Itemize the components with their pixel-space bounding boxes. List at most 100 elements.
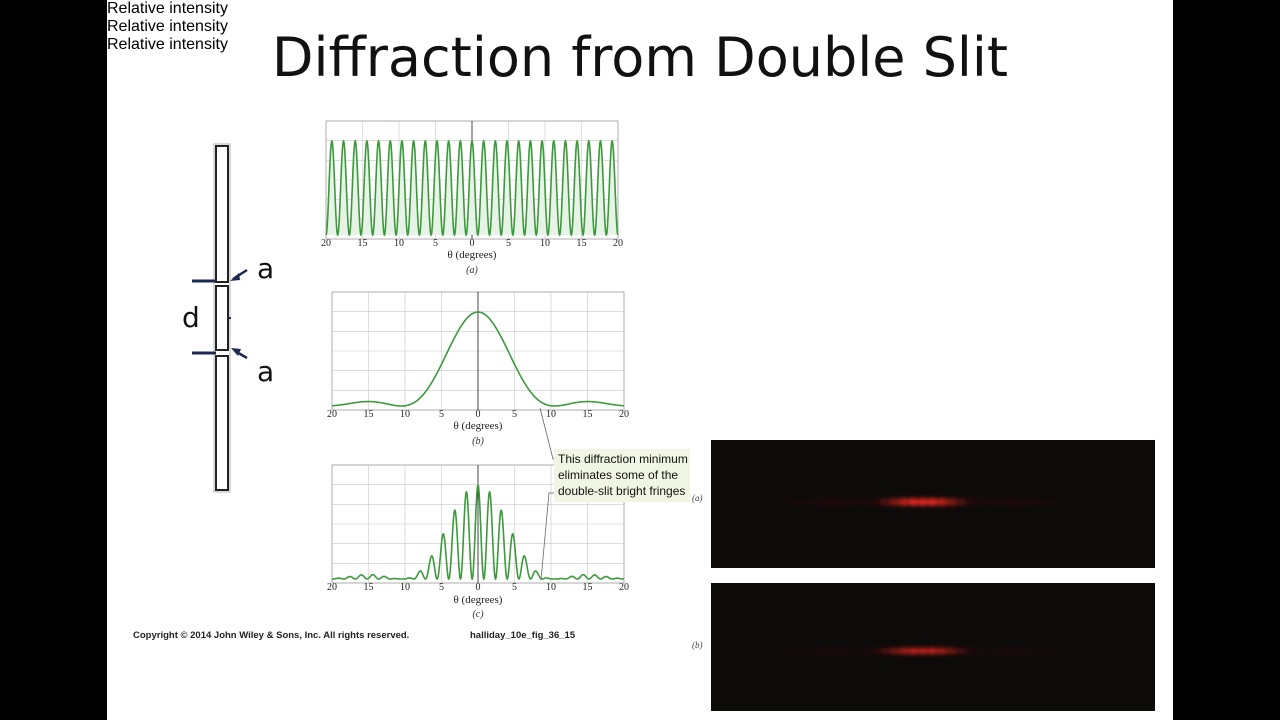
plot-c-ylabel: Relative intensity: [107, 36, 228, 53]
plot-b-xlabel: θ (degrees): [453, 420, 503, 432]
bright-fringe: [841, 498, 853, 506]
x-tick-label: 5: [439, 409, 444, 420]
bright-fringe: [841, 648, 853, 654]
bright-fringe: [974, 648, 986, 654]
bright-fringe: [993, 498, 1005, 506]
bright-fringe: [832, 498, 843, 506]
bright-fringe: [1012, 648, 1024, 654]
bright-fringe: [813, 498, 824, 506]
photo-b-fringe-pattern: [711, 583, 1155, 711]
x-tick-label: 20: [619, 409, 629, 420]
bright-fringe: [803, 648, 815, 654]
bright-fringe: [1022, 648, 1033, 654]
x-tick-label: 10: [546, 582, 556, 593]
barrier-top: [215, 145, 229, 283]
barrier-middle: [215, 285, 229, 351]
x-tick-label: 15: [363, 582, 374, 593]
bright-fringe: [946, 498, 957, 506]
plot-b-ylabel: Relative intensity: [107, 18, 228, 35]
plot-a-ylabel: Relative intensity: [107, 0, 228, 17]
x-tick-label: 20: [613, 238, 623, 249]
plot-c-combined-pattern: [331, 464, 625, 584]
bright-fringe: [879, 648, 891, 654]
x-tick-label: 20: [619, 582, 629, 593]
plot-a-panel-label: (a): [466, 265, 478, 276]
slide-title: Diffraction from Double Slit: [271, 26, 1009, 89]
x-tick-label: 20: [327, 409, 337, 420]
bright-fringe: [879, 498, 891, 506]
plot-b-single-slit-diffraction: [331, 291, 625, 411]
plot-a-double-slit-interference: [325, 120, 619, 240]
photo-b-label: (b): [692, 640, 703, 650]
bright-fringe: [955, 498, 967, 506]
intensity-curve: [331, 311, 625, 407]
diffraction-minimum-note: This diffraction minimum eliminates some…: [554, 449, 690, 502]
bright-fringe: [936, 648, 948, 654]
copyright-text: Copyright © 2014 John Wiley & Sons, Inc.…: [133, 630, 410, 641]
x-tick-label: 15: [363, 409, 374, 420]
x-tick-label: 5: [512, 409, 517, 420]
bright-fringe: [974, 498, 986, 506]
bright-fringe: [1003, 648, 1014, 654]
note-line-2: eliminates some of the: [558, 468, 679, 482]
figure-id: halliday_10e_fig_36_15: [470, 630, 576, 641]
intensity-curve: [325, 139, 619, 237]
bright-fringe: [917, 648, 929, 654]
bright-fringe: [917, 498, 929, 506]
bright-fringe: [813, 648, 824, 654]
bright-fringe: [955, 648, 967, 654]
bright-fringe: [1050, 648, 1062, 654]
bright-fringe: [936, 498, 948, 506]
bright-fringe: [898, 498, 910, 506]
bright-fringe: [1041, 648, 1052, 654]
bright-fringe: [784, 498, 796, 506]
bright-fringe: [1050, 498, 1062, 506]
bright-fringe: [984, 648, 995, 654]
bright-fringe: [1041, 498, 1052, 506]
plot-c-xlabel: θ (degrees): [453, 594, 503, 606]
x-tick-label: 10: [400, 409, 410, 420]
bright-fringe: [851, 498, 862, 506]
x-tick-label: 15: [582, 582, 593, 593]
bright-fringe: [908, 648, 919, 654]
label-a-bottom: a: [257, 355, 275, 388]
bright-fringe: [794, 648, 805, 654]
bright-fringe: [1003, 498, 1014, 506]
x-tick-label: 15: [582, 409, 593, 420]
x-tick-label: 15: [357, 238, 368, 249]
x-tick-label: 0: [475, 582, 481, 593]
bright-fringe: [927, 648, 938, 654]
bright-fringe: [889, 648, 900, 654]
bright-fringe: [822, 648, 834, 654]
bright-fringe: [832, 648, 843, 654]
bright-fringe: [860, 648, 872, 654]
x-tick-label: 5: [433, 238, 438, 249]
bright-fringe: [794, 498, 805, 506]
plot-b-panel-label: (b): [472, 436, 484, 447]
plot-c-panel-label: (c): [472, 609, 484, 620]
bright-fringe: [889, 498, 900, 506]
label-a-top: a: [257, 252, 275, 285]
x-tick-label: 5: [512, 582, 517, 593]
x-tick-label: 0: [475, 409, 481, 420]
bright-fringe: [1031, 498, 1043, 506]
x-tick-label: 10: [394, 238, 404, 249]
bright-fringe: [898, 648, 910, 654]
x-tick-label: 10: [540, 238, 550, 249]
x-tick-label: 5: [506, 238, 511, 249]
intensity-curve: [332, 483, 624, 581]
bright-fringe: [965, 498, 976, 506]
note-line-1: This diffraction minimum: [558, 452, 688, 466]
bright-fringe: [965, 648, 976, 654]
bright-fringe: [870, 648, 881, 654]
x-tick-label: 15: [576, 238, 587, 249]
bright-fringe: [851, 648, 862, 654]
bright-fringe: [1031, 648, 1043, 654]
bright-fringe: [908, 498, 919, 506]
plot-a-xlabel: θ (degrees): [447, 249, 497, 261]
bright-fringe: [1012, 498, 1024, 506]
x-tick-label: 10: [400, 582, 410, 593]
photo-a-label: (a): [692, 493, 703, 503]
bright-fringe: [860, 498, 872, 506]
bright-fringe: [1022, 498, 1033, 506]
